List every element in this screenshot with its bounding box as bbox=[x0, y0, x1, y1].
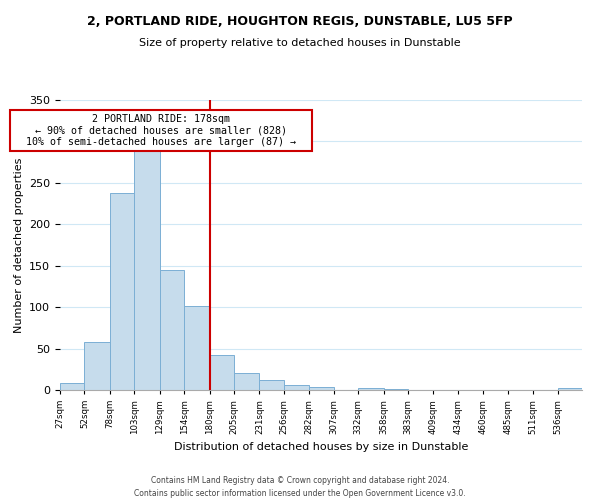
Bar bbox=[259, 380, 284, 390]
Text: 2, PORTLAND RIDE, HOUGHTON REGIS, DUNSTABLE, LU5 5FP: 2, PORTLAND RIDE, HOUGHTON REGIS, DUNSTA… bbox=[87, 15, 513, 28]
Bar bbox=[110, 193, 134, 390]
Text: Contains HM Land Registry data © Crown copyright and database right 2024.
Contai: Contains HM Land Registry data © Crown c… bbox=[134, 476, 466, 498]
Bar bbox=[184, 306, 209, 390]
Bar bbox=[309, 386, 334, 390]
Bar bbox=[60, 384, 85, 390]
Bar bbox=[209, 355, 234, 390]
Bar bbox=[284, 385, 309, 390]
Bar bbox=[358, 388, 383, 390]
Bar bbox=[234, 374, 259, 390]
Y-axis label: Number of detached properties: Number of detached properties bbox=[14, 158, 23, 332]
Text: Size of property relative to detached houses in Dunstable: Size of property relative to detached ho… bbox=[139, 38, 461, 48]
Text: 2 PORTLAND RIDE: 178sqm   
  ← 90% of detached houses are smaller (828)  
  10% : 2 PORTLAND RIDE: 178sqm ← 90% of detache… bbox=[14, 114, 308, 148]
Bar bbox=[383, 389, 408, 390]
Bar bbox=[134, 150, 160, 390]
Bar bbox=[557, 388, 582, 390]
Bar bbox=[85, 342, 110, 390]
Bar bbox=[160, 270, 184, 390]
Text: Distribution of detached houses by size in Dunstable: Distribution of detached houses by size … bbox=[174, 442, 468, 452]
